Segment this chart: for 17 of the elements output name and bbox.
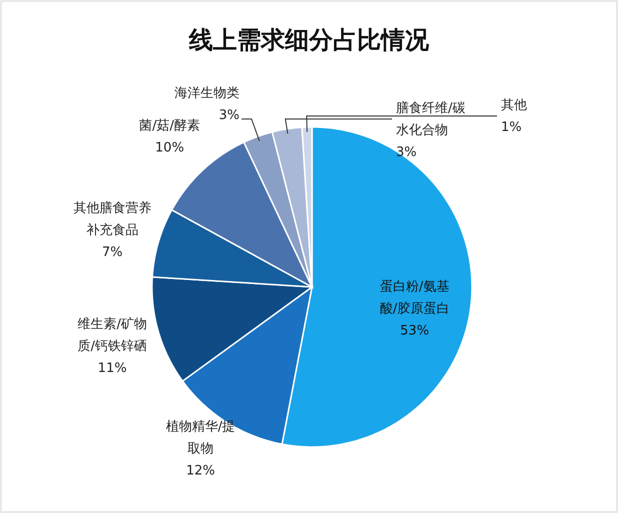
data-label: 3%: [218, 108, 240, 123]
slice-label: 菌/菇/酵素: [139, 118, 200, 134]
slice-label: 膳食纤维/碳水化合物: [396, 100, 466, 138]
slice-label: 其他: [501, 98, 527, 113]
slice-label: 蛋白粉/氨基酸/胶原蛋白: [380, 279, 450, 316]
data-label: 7%: [102, 244, 123, 260]
slice-label: 海洋生物类: [174, 86, 240, 101]
chart-title: 线上需求细分占比情况: [188, 26, 430, 54]
data-label: 3%: [396, 145, 417, 160]
slice-label: 维生素/矿物质/钙铁锌硒: [78, 317, 147, 354]
data-label: 11%: [98, 361, 127, 376]
slice-label: 植物精华/提取物: [166, 420, 236, 457]
data-label: 1%: [501, 120, 522, 135]
slice-label: 其他膳食营养补充食品: [73, 200, 152, 238]
data-label: 12%: [186, 464, 215, 479]
data-label: 53%: [400, 323, 430, 338]
data-label: 10%: [155, 140, 184, 156]
